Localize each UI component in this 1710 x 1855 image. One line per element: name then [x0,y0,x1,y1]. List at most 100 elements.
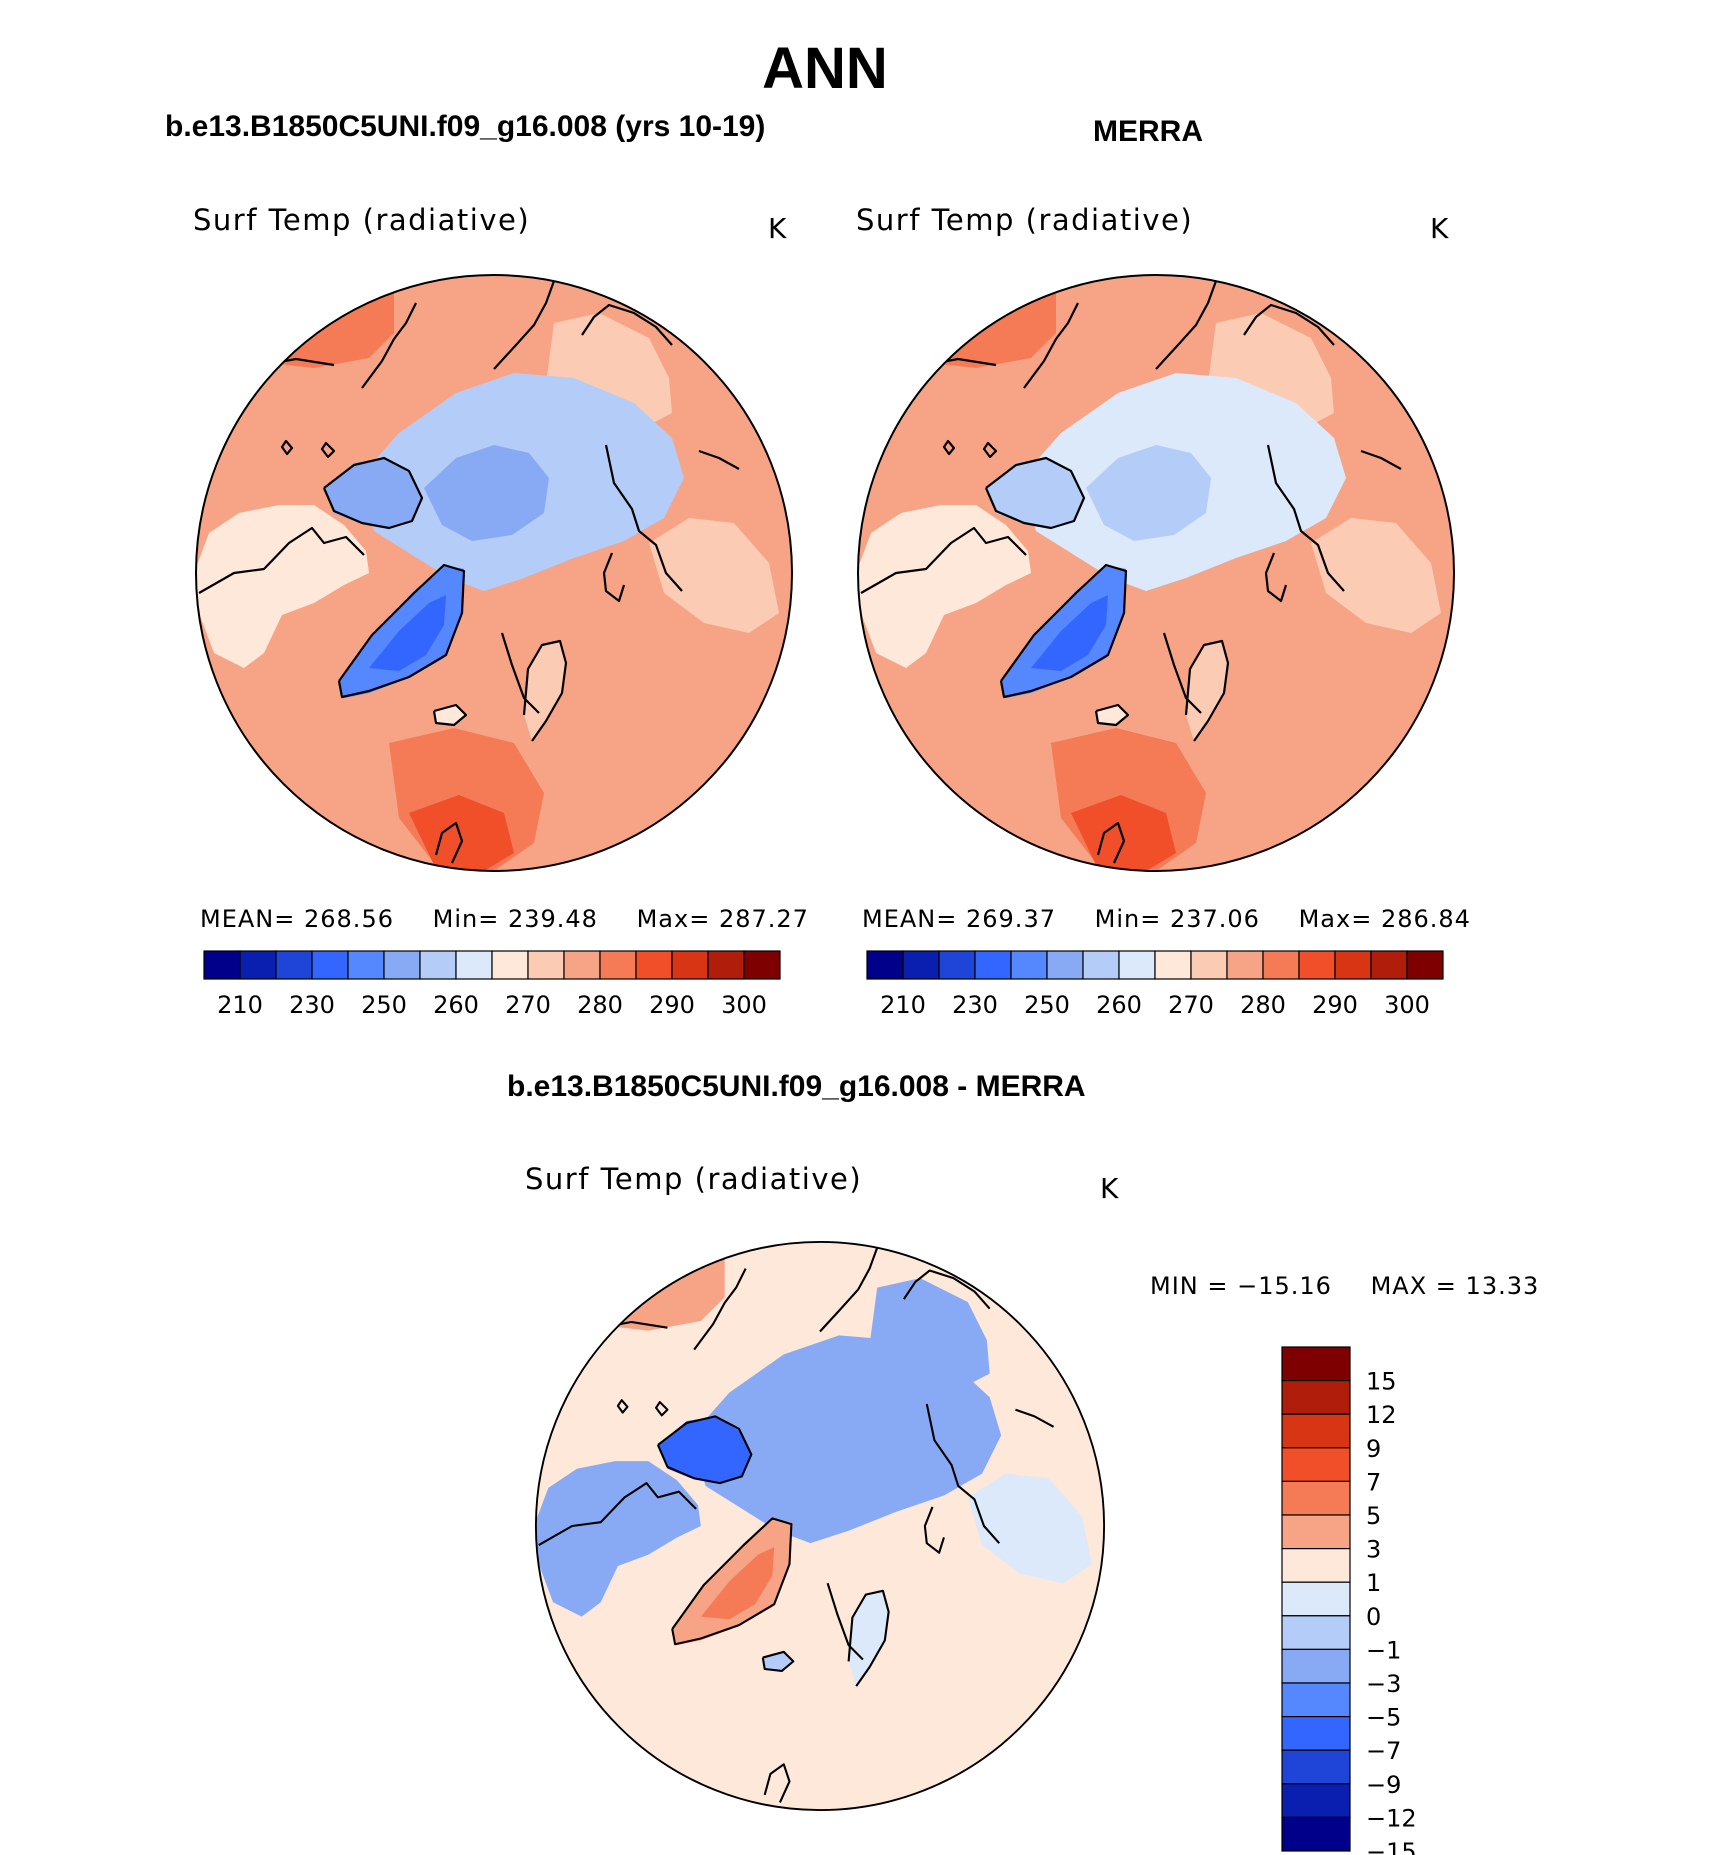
panel3-variable-label: Surf Temp (radiative) [525,1162,863,1196]
map2-region-canada [858,505,1031,668]
colorbar1-swatch [455,950,493,980]
colorbar3-tick-label: 15 [1366,1368,1397,1396]
map3-region-iceland [762,1651,794,1671]
panel2-max-label: Max= [1298,905,1373,933]
map3-region-canada [535,1461,701,1617]
main-title: ANN [762,36,888,101]
colorbar1-swatch [743,950,781,980]
colorbar1-swatch [419,950,457,980]
map2-region-greenlandCore [1031,595,1108,671]
colorbar1-swatch [275,950,313,980]
colorbar2-swatch [1298,950,1336,980]
panel2-unit-label: K [1430,212,1449,245]
panel1-title: b.e13.B1850C5UNI.f09_g16.008 (yrs 10-19) [165,110,766,143]
panel3-min-label: MIN = [1150,1272,1229,1300]
colorbar2-swatch [1226,950,1264,980]
panel1-variable-label: Surf Temp (radiative) [193,203,531,237]
colorbar3-tick-label: 9 [1366,1435,1381,1463]
colorbar1-tick-label: 280 [577,991,623,1019]
colorbar2-swatch [1262,950,1300,980]
panel2-map [857,274,1455,872]
colorbar2-swatch [1010,950,1048,980]
colorbar1-swatch [671,950,709,980]
panel1-mean-value: 268.56 [304,905,394,933]
colorbar3-tick-label: 5 [1366,1502,1381,1530]
colorbar3-swatch [1281,1548,1351,1583]
colorbar3-swatch [1281,1682,1351,1718]
colorbar2-tick-label: 290 [1312,991,1358,1019]
panel2-max-value: 286.84 [1380,905,1471,933]
colorbar1-swatch [383,950,421,980]
panel1-max-label: Max= [636,905,711,933]
colorbar2-swatch [1190,950,1228,980]
colorbar3-swatch [1281,1716,1351,1751]
panel3-stats: MIN = −15.16 MAX = 13.33 [1150,1272,1539,1300]
colorbar3-swatch [1281,1615,1351,1650]
colorbar1-tick-label: 300 [721,991,767,1019]
colorbar3-tick-label: −3 [1366,1670,1401,1698]
map2-region-arcticCore [1086,445,1211,541]
colorbar2-tick-label: 300 [1384,991,1430,1019]
colorbar1-swatch [635,950,673,980]
map1-region-greenlandCore [369,595,446,671]
colorbar2-tick-label: 260 [1096,991,1142,1019]
map3-region-archipelago [657,1416,752,1484]
map1-region-canada [196,505,369,668]
colorbar3-tick-label: 0 [1366,1603,1381,1631]
panel2-colorbar: 210 230 250 260 270 280 290 300 [866,950,1444,1019]
panel2-mean-label: MEAN= [862,905,958,933]
map1-region-iceland [434,705,466,725]
colorbar2-swatch [1406,950,1444,980]
colorbar2-swatch [1082,950,1120,980]
colorbar3-tick-label: −7 [1366,1737,1401,1765]
colorbar3-swatch [1281,1648,1351,1684]
map1-coastlines [198,280,740,864]
colorbar2-swatch [1046,950,1084,980]
colorbar2-tick-label: 210 [880,991,926,1019]
panel2-mean-value: 269.37 [966,905,1056,933]
colorbar2-tick-label: 280 [1240,991,1286,1019]
colorbar3-swatch [1281,1413,1351,1449]
colorbar3-swatch [1281,1480,1351,1516]
map1-region-arcticCore [424,445,549,541]
colorbar1-swatch [491,950,529,980]
panel3-min-value: −15.16 [1237,1272,1332,1300]
map3-region-scandinavia [848,1590,889,1687]
panel3-title: b.e13.B1850C5UNI.f09_g16.008 - MERRA [507,1070,1086,1103]
colorbar2-tick-label: 230 [952,991,998,1019]
panel2-title: MERRA [1093,115,1203,148]
map1-region-archipelago [324,458,422,528]
colorbar1-tick-label: 260 [433,991,479,1019]
colorbar1-swatch [203,950,241,980]
colorbar3-swatch [1281,1346,1351,1382]
panel3-unit-label: K [1100,1172,1119,1205]
panel1-colorbar: 210 230 250 260 270 280 290 300 [203,950,781,1019]
colorbar3-swatch [1281,1581,1351,1617]
panel2-variable-label: Surf Temp (radiative) [856,203,1194,237]
colorbar3-tick-label: 12 [1366,1401,1397,1429]
colorbar2-swatch [1118,950,1156,980]
colorbar2-swatch [866,950,904,980]
colorbar1-tick-label: 250 [361,991,407,1019]
map2-region-eastHot [1311,518,1441,633]
map1-region-eastHot [649,518,779,633]
map3-region-eastHot [967,1473,1092,1584]
map2-boundary [857,274,1455,872]
colorbar3-tick-label: −1 [1366,1636,1401,1664]
colorbar3-tick-label: −9 [1366,1771,1401,1799]
colorbar3-tick-label: −15 [1366,1838,1417,1855]
colorbar2-swatch [974,950,1012,980]
map2-region-euroHot [1071,795,1176,871]
colorbar1-tick-label: 230 [289,991,335,1019]
map3-boundary [534,1240,1106,1812]
map1-region-euroHot [409,795,514,871]
panel1-unit-label: K [768,212,787,245]
panel3-max-value: 13.33 [1465,1272,1540,1300]
colorbar1-tick-label: 210 [217,991,263,1019]
map3-region-arcticCore [753,1403,873,1496]
colorbar3-tick-label: 3 [1366,1536,1381,1564]
panel3-max-label: MAX = [1370,1272,1457,1300]
map3-region-euroStrip [719,1673,868,1811]
colorbar1-tick-label: 270 [505,991,551,1019]
colorbar1-swatch [527,950,565,980]
